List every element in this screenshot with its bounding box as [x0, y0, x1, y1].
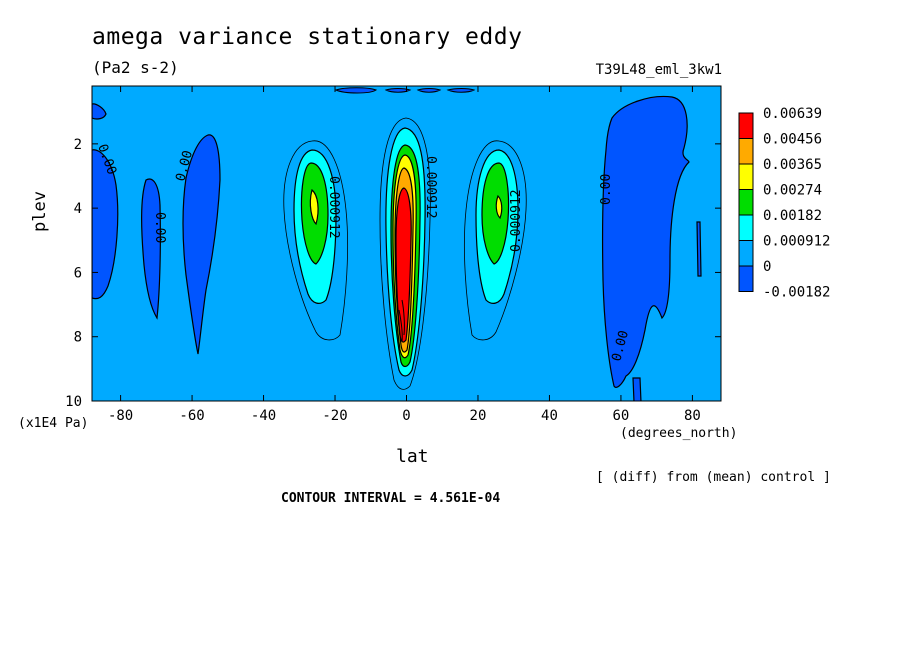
x-tick-label: -60 [179, 408, 204, 424]
chart-units: (Pa2 s-2) [92, 58, 179, 77]
y-tick-label: 6 [74, 265, 82, 281]
negative-region [416, 88, 442, 93]
run-label: T39L48_eml_3kw1 [595, 62, 722, 78]
colorbar-swatch [738, 189, 754, 216]
colorbar-label: 0.00365 [763, 157, 822, 173]
negative-region [141, 178, 161, 320]
colorbar-swatch [738, 138, 754, 165]
negative-region [632, 377, 642, 401]
x-tick-label: -20 [322, 408, 347, 424]
x-tick-label: 60 [613, 408, 630, 424]
negative-region [696, 221, 702, 277]
colorbar-swatch [738, 163, 754, 190]
axes: -80 -60 -40 -20 0 20 40 60 80 2 4 6 8 10 [65, 86, 721, 424]
level-0.00456 [395, 187, 412, 343]
colorbar-label: -0.00182 [763, 285, 830, 301]
contour-label: 0.000912 [423, 156, 438, 219]
inner-contour [401, 299, 405, 336]
colorbar-label: 0.000912 [763, 234, 830, 250]
x-tick-label: 80 [684, 408, 701, 424]
negative-region [334, 87, 378, 94]
negative-region [384, 88, 412, 93]
thin-contour [464, 140, 527, 341]
y-tick-label: 4 [74, 201, 82, 217]
negative-region [446, 88, 476, 93]
contour-label: 0.000912 [326, 176, 341, 239]
negative-region [182, 134, 221, 355]
colorbar-label: 0.00456 [763, 132, 822, 148]
contour-label: 0.00 [152, 212, 167, 243]
negative-region [602, 95, 690, 388]
chart-title: amega variance stationary eddy [92, 24, 523, 50]
contour-label: 0.000912 [509, 189, 524, 252]
colorbar-swatch [738, 265, 754, 292]
colorbar-label: 0.00639 [763, 106, 822, 122]
thin-contour [283, 140, 348, 341]
thin-contour [379, 117, 431, 390]
negative-region [92, 103, 107, 120]
x-axis-label: lat [396, 446, 429, 467]
y-axis-unit: (x1E4 Pa) [18, 416, 89, 431]
contour-label: 0.00 [599, 174, 614, 205]
colorbar-label: 0 [763, 259, 771, 275]
y-tick-label: 10 [65, 394, 82, 410]
contour-interval: CONTOUR INTERVAL = 4.561E-04 [281, 491, 501, 506]
colorbar-swatch [738, 240, 754, 267]
x-axis-unit: (degrees_north) [620, 426, 738, 441]
x-tick-label: -80 [108, 408, 133, 424]
y-tick-label: 2 [74, 137, 82, 153]
x-tick-label: 40 [541, 408, 558, 424]
level-0.00274 [495, 194, 503, 220]
diff-note: [ (diff) from (mean) control ] [596, 470, 831, 485]
negative-region [92, 149, 119, 300]
level-0.00182 [481, 162, 510, 265]
x-tick-label: 0 [402, 408, 410, 424]
x-tick-label: 20 [470, 408, 487, 424]
colorbar-swatch [738, 214, 754, 241]
level-0.00274 [309, 188, 319, 226]
colorbar-label: 0.00274 [763, 183, 822, 199]
x-tick-label: -40 [251, 408, 276, 424]
colorbar-swatch [738, 112, 754, 139]
contour-field: 0.00 0.00 0.00 0.000912 0.000912 0.00091… [92, 86, 721, 401]
colorbar-label: 0.00182 [763, 208, 822, 224]
y-tick-label: 8 [74, 330, 82, 346]
inner-contour [398, 309, 403, 343]
color-legend: 0.00639 0.00456 0.00365 0.00274 0.00182 0.000… [738, 106, 830, 301]
